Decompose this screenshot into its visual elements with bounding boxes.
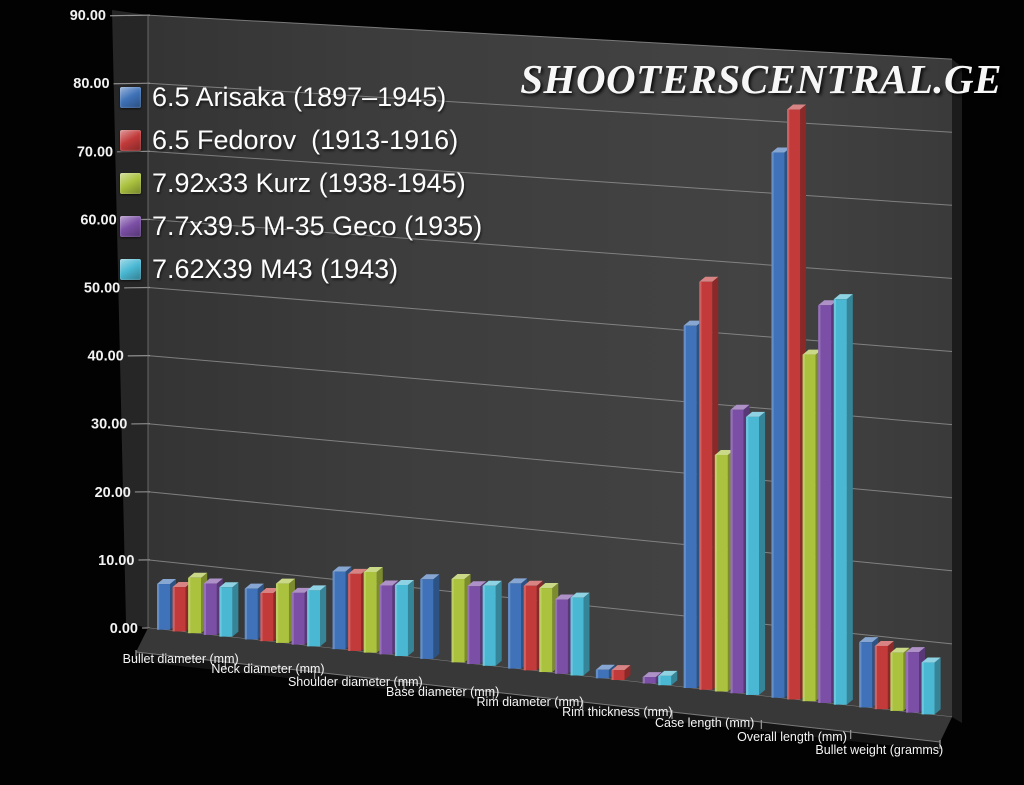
legend-label: 6.5 Fedorov (1913-1916) <box>152 125 459 155</box>
gridline <box>147 218 953 279</box>
chart-legend: 6.5 Arisaka (1897–1945) 6.5 Fedorov (1913… <box>120 84 482 299</box>
bar <box>921 657 941 715</box>
gridline <box>147 150 953 206</box>
category-label: Neck diameter (mm) <box>211 662 324 676</box>
legend-item: 6.5 Arisaka (1897–1945) <box>120 82 482 112</box>
bar <box>482 580 502 666</box>
y-axis-label: 30.00 <box>91 417 127 433</box>
legend-swatch-icon <box>120 129 141 151</box>
y-axis-label: 90.00 <box>70 8 106 24</box>
y-axis-label: 60.00 <box>80 212 116 228</box>
legend-item: 7.62X39 M43 (1943) <box>120 254 482 284</box>
bar <box>658 670 678 686</box>
category-label: Case length (mm) <box>655 716 754 730</box>
bar <box>611 665 631 681</box>
category-label: Base diameter (mm) <box>386 685 499 699</box>
legend-swatch-icon <box>120 172 141 194</box>
legend-label: 7.62X39 M43 (1943) <box>152 254 399 284</box>
y-axis-label: 50.00 <box>84 281 120 297</box>
gridline <box>147 82 953 133</box>
bar <box>833 294 853 705</box>
category-label: Bullet diameter (mm) <box>123 652 239 666</box>
bar <box>787 104 807 700</box>
floor-front <box>136 652 940 751</box>
bar <box>554 594 574 674</box>
right-wall-edge <box>952 59 962 724</box>
category-label: Rim thickness (mm) <box>562 705 672 719</box>
y-axis-label: 10.00 <box>98 553 134 569</box>
bar <box>219 582 239 637</box>
category-label: Shoulder diameter (mm) <box>288 675 423 689</box>
bar <box>420 574 440 659</box>
bar <box>874 640 894 710</box>
legend-label: 7.7x39.5 M-35 Geco (1935) <box>152 211 483 241</box>
legend-item: 6.5 Fedorov (1913-1916) <box>120 125 482 155</box>
legend-label: 7.92x33 Kurz (1938-1945) <box>152 168 466 198</box>
bar <box>570 592 590 676</box>
floor-top <box>136 628 952 742</box>
category-label: Rim diameter (mm) <box>477 695 584 709</box>
bar <box>394 579 414 657</box>
y-axis-label: 0.00 <box>110 621 138 637</box>
legend-swatch-icon <box>120 258 141 280</box>
gridline <box>147 287 953 352</box>
legend-item: 7.92x33 Kurz (1938-1945) <box>120 168 482 198</box>
bar <box>746 411 766 695</box>
legend-swatch-icon <box>120 86 141 108</box>
y-axis-label: 20.00 <box>95 485 131 501</box>
legend-swatch-icon <box>120 215 141 237</box>
y-axis-label: 70.00 <box>77 144 113 160</box>
y-tick <box>109 14 151 17</box>
category-label: Bullet weight (gramms) <box>815 743 943 757</box>
left-wall <box>112 10 148 628</box>
y-tick <box>113 82 151 85</box>
y-axis-label: 80.00 <box>73 76 109 92</box>
bar <box>307 585 327 647</box>
y-axis-label: 40.00 <box>87 349 123 365</box>
watermark: SHOOTERSCENTRAL.GE <box>520 56 1002 102</box>
legend-label: 6.5 Arisaka (1897–1945) <box>152 82 447 112</box>
legend-item: 7.7x39.5 M-35 Geco (1935) <box>120 211 483 241</box>
gridline <box>147 14 953 60</box>
category-label: Overall length (mm) <box>737 730 847 744</box>
